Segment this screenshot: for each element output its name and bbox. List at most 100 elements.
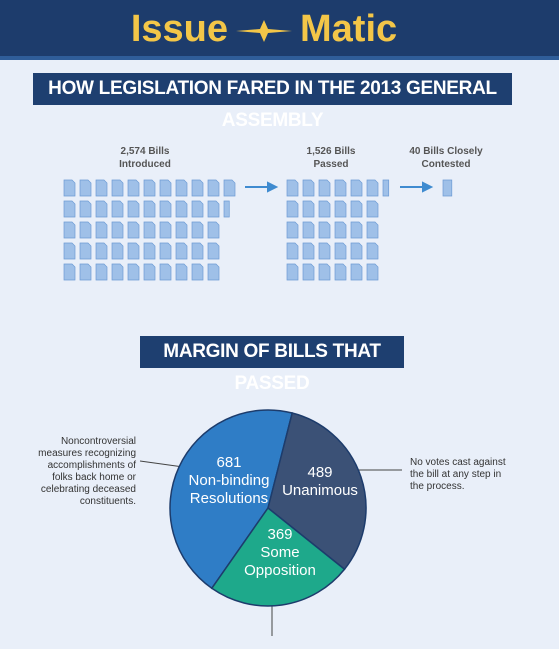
bill-icon (223, 179, 236, 197)
bill-icon (302, 200, 315, 218)
bill-icon (95, 263, 108, 281)
bill-icon (350, 221, 363, 239)
bill-icon (350, 263, 363, 281)
bill-icon (79, 179, 92, 197)
bill-icon (175, 263, 188, 281)
bill-icon (318, 179, 331, 197)
bill-icon (302, 263, 315, 281)
pie-slice (169, 409, 294, 590)
bill-icon (63, 263, 76, 281)
bill-icon (334, 200, 347, 218)
bill-icon (175, 179, 188, 197)
bill-icon (175, 200, 188, 218)
bill-icon (143, 200, 156, 218)
bill-icon (95, 179, 108, 197)
bill-icon (159, 242, 172, 260)
bill-icon (382, 179, 390, 197)
bill-icon (143, 263, 156, 281)
bill-icon (191, 200, 204, 218)
annotation: Noncontroversial measures recognizing ac… (38, 436, 136, 507)
bill-icon (302, 221, 315, 239)
bill-icon (286, 200, 299, 218)
bill-icon (350, 242, 363, 260)
bill-icon (366, 242, 379, 260)
bill-icon (127, 242, 140, 260)
bill-icon (286, 221, 299, 239)
logo-right: Matic (300, 8, 397, 50)
bill-icon (95, 242, 108, 260)
bill-icon (111, 200, 124, 218)
bill-icon (79, 221, 92, 239)
section-title: HOW LEGISLATION FARED IN THE 2013 GENERA… (33, 73, 512, 131)
bill-icon (207, 263, 220, 281)
bill-icon (191, 179, 204, 197)
logo-left: Issue (131, 8, 228, 50)
bill-icon (286, 242, 299, 260)
count-label: 1,526 Bills (306, 146, 356, 157)
bill-icon (111, 242, 124, 260)
bill-icon (95, 221, 108, 239)
bill-icon (159, 263, 172, 281)
bill-icon (302, 242, 315, 260)
bill-icon (63, 242, 76, 260)
bill-icon (366, 221, 379, 239)
section-title: MARGIN OF BILLS THAT PASSED (140, 336, 404, 394)
bill-icon (143, 179, 156, 197)
bill-icon (366, 179, 379, 197)
bill-icon (127, 200, 140, 218)
bill-icon (79, 263, 92, 281)
bill-icon (63, 200, 76, 218)
pie-slice (267, 412, 367, 571)
bill-icon (207, 200, 220, 218)
item-label: Contested (421, 159, 471, 170)
bill-icon (159, 221, 172, 239)
pie-slice (210, 506, 346, 607)
bill-icon (366, 200, 379, 218)
bill-icon (63, 179, 76, 197)
logo-star (236, 20, 292, 42)
bill-icon (143, 221, 156, 239)
bill-icon (79, 242, 92, 260)
bill-icon (191, 242, 204, 260)
slice-value: 681 (216, 454, 242, 471)
header-rule (0, 56, 559, 60)
bill-icon (127, 179, 140, 197)
bill-icon (111, 221, 124, 239)
slice-label: Unanimous (282, 482, 358, 499)
bill-icon (63, 221, 76, 239)
bill-icon (159, 179, 172, 197)
bill-icon (318, 263, 331, 281)
count-label: 2,574 Bills (120, 146, 170, 157)
bill-icon (318, 242, 331, 260)
bill-icon (127, 263, 140, 281)
bill-icon (334, 263, 347, 281)
annotation: No votes cast against the bill at any st… (410, 457, 506, 492)
bill-icon (334, 221, 347, 239)
bill-icon (334, 179, 347, 197)
bill-icon (191, 221, 204, 239)
bill-icon (207, 179, 220, 197)
slice-label: Some Opposition (244, 544, 316, 579)
bill-icon (318, 200, 331, 218)
bill-icon (143, 242, 156, 260)
bill-icon (350, 200, 363, 218)
bill-icon (334, 242, 347, 260)
bill-icon (127, 221, 140, 239)
arrows (245, 181, 434, 193)
item-label: Passed (313, 159, 349, 170)
item-label: Introduced (119, 159, 171, 170)
bill-icon (366, 263, 379, 281)
bill-icon (286, 179, 299, 197)
bill-icon (318, 221, 331, 239)
bill-icon (79, 200, 92, 218)
bill-icon (207, 242, 220, 260)
bill-icon (302, 179, 315, 197)
bill-icon (350, 179, 363, 197)
bill-icon (286, 263, 299, 281)
bill-icon (223, 200, 230, 218)
count-label: 40 Bills Closely (409, 146, 483, 157)
bill-icon (175, 242, 188, 260)
slice-value: 489 (307, 464, 333, 481)
